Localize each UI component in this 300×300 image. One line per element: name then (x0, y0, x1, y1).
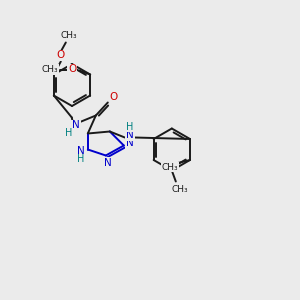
Text: N: N (72, 121, 80, 130)
Text: H: H (65, 128, 73, 137)
Text: H: H (77, 154, 85, 164)
Text: O: O (110, 92, 118, 101)
Text: CH₃: CH₃ (42, 65, 58, 74)
Text: N: N (126, 130, 134, 140)
Text: CH₃: CH₃ (172, 185, 188, 194)
Text: N: N (77, 146, 85, 155)
Text: CH₃: CH₃ (61, 31, 77, 40)
Text: N: N (104, 158, 112, 167)
Text: H: H (126, 122, 134, 131)
Text: CH₃: CH₃ (162, 163, 178, 172)
Text: O: O (68, 64, 76, 74)
Text: O: O (57, 50, 65, 61)
Text: N: N (126, 139, 134, 148)
